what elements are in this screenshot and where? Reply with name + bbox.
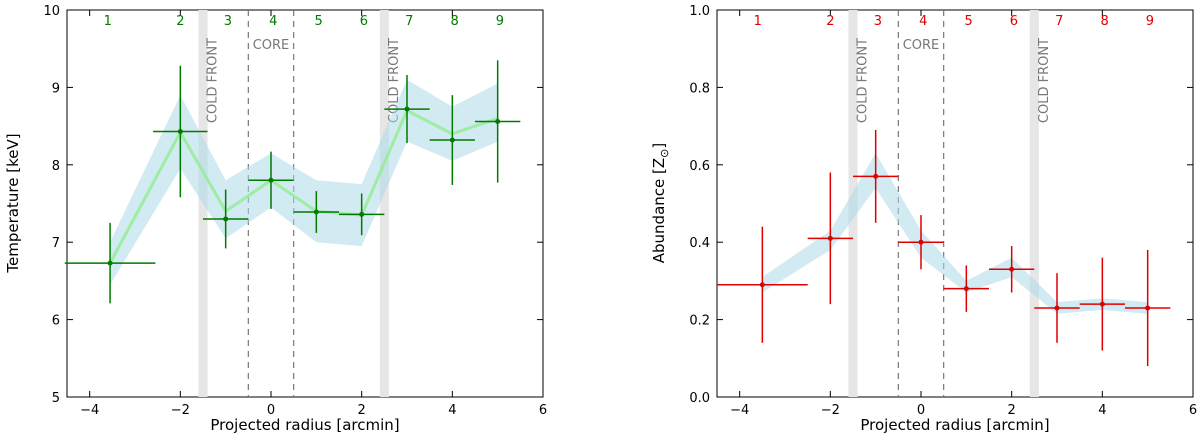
data-point	[943, 265, 989, 312]
core-label: CORE	[253, 38, 290, 53]
core-label: CORE	[903, 38, 940, 53]
region-number: 8	[450, 14, 458, 29]
region-number: 4	[919, 14, 927, 29]
data-point	[203, 189, 249, 249]
x-tick-label: 4	[448, 403, 456, 418]
x-tick-label: 2	[1008, 403, 1016, 418]
data-marker	[1054, 305, 1060, 311]
region-number: 5	[314, 14, 322, 29]
data-marker	[404, 106, 410, 112]
data-marker	[1009, 266, 1015, 272]
data-point	[898, 215, 944, 270]
data-point	[64, 222, 156, 304]
y-tick-label: 5	[52, 391, 60, 406]
data-marker	[177, 129, 183, 135]
cold-front-label: COLD FRONT	[855, 38, 870, 123]
region-number: 9	[1146, 14, 1154, 29]
data-marker	[873, 173, 879, 179]
cold-front-marker	[1029, 10, 1039, 397]
x-tick-label: −2	[171, 403, 190, 418]
data-marker	[1145, 305, 1151, 311]
x-tick-label: 4	[1098, 403, 1106, 418]
region-number: 1	[104, 14, 112, 29]
y-tick-label: 0.6	[689, 159, 710, 174]
plot-frame	[66, 9, 544, 398]
data-point	[339, 193, 385, 236]
region-number: 6	[1010, 14, 1018, 29]
y-tick-label: 1.0	[689, 4, 710, 19]
x-axis-label: Projected radius [arcmin]	[860, 416, 1049, 434]
y-axis-label-end: ]	[650, 143, 668, 149]
x-tick-label: 6	[539, 403, 547, 418]
data-point	[717, 226, 808, 343]
x-tick-label: 2	[358, 403, 366, 418]
cold-front-label: COLD FRONT	[1037, 38, 1052, 123]
data-marker	[963, 286, 969, 292]
region-number: 7	[1055, 14, 1063, 29]
region-number: 5	[964, 14, 972, 29]
y-axis-label: Abundance [Z⊙]	[650, 143, 671, 263]
data-marker	[495, 118, 501, 124]
y-tick-label: 6	[52, 314, 60, 329]
abundance-panel: COLD FRONT COLD FRONT CORE −4 −2 0 2 4 6 0.0 0.2 0…	[650, 4, 1197, 434]
data-marker	[918, 239, 924, 245]
x-tick-label: 0	[917, 403, 925, 418]
data-marker	[313, 209, 319, 215]
y-axis-label-main: Abundance [Z	[650, 158, 668, 263]
x-tick-label: −4	[80, 403, 99, 418]
x-tick-label: −4	[730, 403, 749, 418]
data-marker	[449, 137, 455, 143]
data-point	[989, 246, 1035, 293]
data-point	[293, 191, 339, 233]
data-point	[475, 60, 521, 183]
data-point	[1034, 273, 1080, 343]
cold-front-marker	[379, 10, 389, 397]
data-marker	[359, 211, 365, 217]
cold-front-label: COLD FRONT	[205, 38, 220, 123]
region-number: 2	[826, 14, 834, 29]
region-number: 7	[405, 14, 413, 29]
data-marker	[223, 216, 229, 222]
data-point	[153, 65, 208, 198]
region-number: 9	[496, 14, 504, 29]
data-marker	[268, 177, 274, 183]
y-tick-label: 8	[52, 159, 60, 174]
y-tick-label: 9	[52, 81, 60, 96]
x-tick-label: −2	[821, 403, 840, 418]
data-marker	[1099, 301, 1105, 307]
x-tick-label: 6	[1189, 403, 1197, 418]
y-axis-label: Temperature [keV]	[4, 133, 22, 273]
data-point	[1079, 257, 1125, 351]
model-band	[762, 153, 1148, 314]
data-point	[1125, 249, 1171, 367]
y-tick-label: 0.2	[689, 314, 710, 329]
y-tick-label: 0.0	[689, 391, 710, 406]
model-band	[110, 79, 498, 285]
y-axis-label-sub: ⊙	[658, 149, 671, 158]
y-tick-label: 7	[52, 236, 60, 251]
region-number: 3	[874, 14, 882, 29]
data-point	[807, 172, 853, 305]
data-point	[853, 129, 899, 223]
y-tick-label: 10	[43, 4, 60, 19]
region-number: 3	[224, 14, 232, 29]
data-point	[248, 151, 294, 209]
region-number: 1	[754, 14, 762, 29]
data-marker	[759, 282, 765, 288]
x-axis-label: Projected radius [arcmin]	[210, 416, 399, 434]
region-number: 2	[176, 14, 184, 29]
data-point	[429, 95, 475, 185]
x-tick-label: 0	[267, 403, 275, 418]
data-marker	[827, 235, 833, 241]
region-number: 4	[269, 14, 277, 29]
plot-frame	[716, 9, 1194, 398]
data-marker	[107, 260, 113, 266]
region-number: 6	[360, 14, 368, 29]
data-point	[384, 75, 430, 144]
y-tick-label: 0.4	[689, 236, 710, 251]
y-tick-label: 0.8	[689, 81, 710, 96]
region-number: 8	[1100, 14, 1108, 29]
